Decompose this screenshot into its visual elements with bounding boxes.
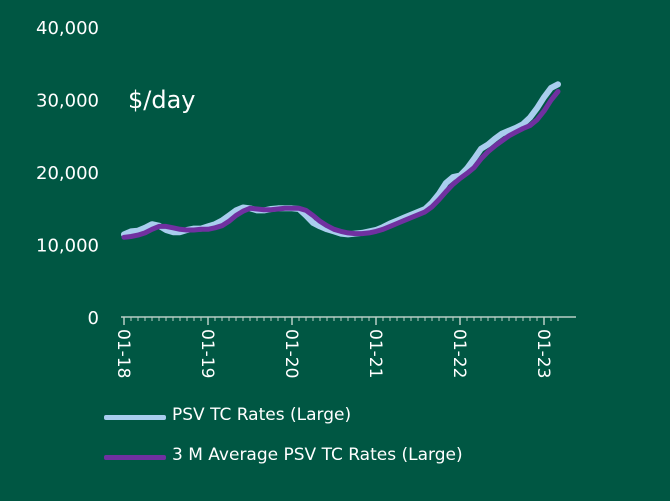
y-tick-label: 0: [88, 308, 99, 329]
legend-swatch-3m-average: [104, 455, 166, 460]
y-tick-label: 30,000: [36, 91, 99, 112]
series-line-3m-average: [121, 89, 561, 240]
x-tick-label: 01-23: [533, 329, 553, 378]
x-tick-label: 01-22: [449, 329, 469, 378]
x-tick-label: 01-19: [197, 329, 217, 378]
series-layer: [121, 81, 561, 240]
y-tick-label: 10,000: [36, 236, 99, 257]
legend-swatch-psv-tc-rates: [104, 415, 166, 420]
x-tick-label: 01-20: [281, 329, 301, 378]
y-axis-unit-label: $/day: [128, 86, 196, 114]
x-tick-label: 01-18: [113, 329, 133, 378]
legend-label-psv-tc-rates: PSV TC Rates (Large): [172, 405, 352, 425]
legend-label-3m-average: 3 M Average PSV TC Rates (Large): [172, 445, 463, 465]
y-tick-label: 20,000: [36, 163, 99, 184]
x-tick-label: 01-21: [365, 329, 385, 378]
y-tick-label: 40,000: [36, 18, 99, 39]
axes-layer: 0 10,000 20,000 30,000 40,000 01-18 01-19 01-20…: [36, 18, 576, 378]
